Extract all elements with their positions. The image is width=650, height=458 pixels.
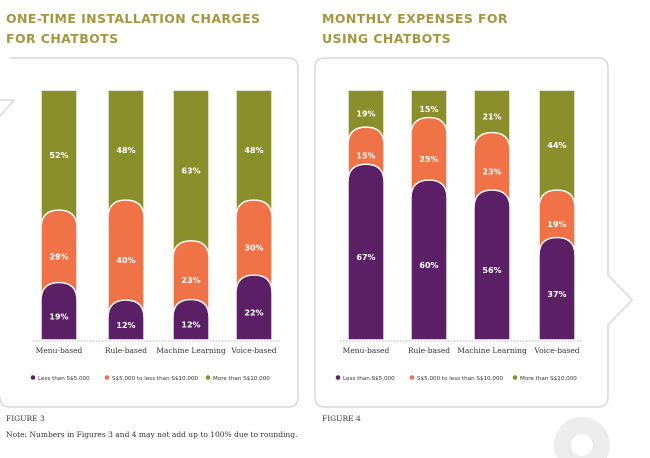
data-label: 67% (356, 253, 375, 262)
bar-segment (107, 299, 145, 341)
bar-segment (410, 179, 448, 341)
data-label: 23% (482, 167, 501, 176)
bar-segment (172, 298, 210, 341)
bar-segment (473, 131, 511, 201)
legend-label: More than S$10,000 (520, 376, 577, 382)
x-tick-label: Menu-based (36, 346, 83, 355)
data-label: 52% (49, 151, 68, 160)
legend-swatch (30, 375, 36, 380)
figure4-title: MONTHLY EXPENSES FOR USING CHATBOTS (322, 9, 508, 49)
legend-swatch (409, 375, 415, 380)
bar-segment (172, 240, 210, 311)
figure4-title-line2: USING CHATBOTS (322, 31, 452, 46)
left-edge-chevron (0, 99, 16, 117)
figure4-label: FIGURE 4 (322, 414, 361, 423)
data-label: 48% (244, 146, 263, 155)
figure4-chart: 19% 15% 67% Menu-based 15% 25% 60% Rule-based 21… (335, 89, 583, 382)
data-label: 44% (547, 141, 566, 150)
bar-segment (538, 236, 576, 341)
x-tick-label: Machine Learning (156, 346, 226, 355)
data-label: 60% (419, 261, 438, 270)
figure3-chart: 52% 29% 19% Menu-based 48% 40% 12% Rule-based 63… (30, 89, 280, 382)
figure3-label: FIGURE 3 (6, 414, 45, 423)
data-label: 23% (181, 276, 200, 285)
bar-segment (538, 189, 576, 249)
x-tick-label: Menu-based (343, 346, 390, 355)
data-label: 21% (482, 112, 501, 121)
legend-swatch (512, 375, 518, 380)
gear-icon (554, 417, 610, 458)
bar-segment (40, 209, 78, 294)
data-label: 12% (181, 321, 200, 330)
bar-segment (235, 199, 273, 286)
x-tick-label: Voice-based (230, 346, 276, 355)
figure3-title-line1: ONE-TIME INSTALLATION CHARGES (6, 11, 261, 26)
data-label: 12% (116, 321, 135, 330)
bar-segment (107, 199, 145, 311)
x-tick-label: Rule-based (105, 346, 147, 355)
data-label: 56% (482, 266, 501, 275)
data-label: 37% (547, 290, 566, 299)
x-tick-label: Rule-based (408, 346, 450, 355)
legend-label: S$5,000 to less than S$10,000 (112, 376, 199, 382)
bar-segment (40, 281, 78, 341)
figure4-frame (314, 57, 634, 408)
legend-label: Less than S$5,000 (38, 376, 90, 382)
data-label: 22% (244, 309, 263, 318)
data-label: 25% (419, 155, 438, 164)
bar-segment (347, 126, 385, 175)
data-label: 19% (547, 220, 566, 229)
bar-segment (410, 116, 448, 191)
data-label: 30% (244, 244, 263, 253)
legend-swatch (104, 375, 110, 380)
data-label: 19% (49, 312, 68, 321)
figure3-frame (0, 57, 299, 408)
bar-segment (473, 189, 511, 341)
x-tick-label: Voice-based (533, 346, 579, 355)
data-label: 15% (356, 152, 375, 161)
data-label: 48% (116, 146, 135, 155)
legend-swatch (205, 375, 211, 380)
legend-label: More than S$10,000 (213, 376, 270, 382)
data-label: 29% (49, 252, 68, 261)
data-label: 63% (181, 166, 200, 175)
figure3-title: ONE-TIME INSTALLATION CHARGES FOR CHATBO… (6, 9, 260, 49)
legend-swatch (335, 375, 341, 380)
legend-label: Less than S$5,000 (343, 376, 395, 382)
figure4-title-line1: MONTHLY EXPENSES FOR (322, 11, 508, 26)
x-tick-label: Machine Learning (457, 346, 527, 355)
data-label: 40% (116, 256, 135, 265)
bar-segment (235, 274, 273, 341)
rounding-note: Note: Numbers in Figures 3 and 4 may not… (6, 430, 298, 439)
bar-segment (347, 163, 385, 341)
data-label: 19% (356, 110, 375, 119)
data-label: 15% (419, 105, 438, 114)
legend-label: S$5,000 to less than S$10,000 (417, 376, 504, 382)
figure3-title-line2: FOR CHATBOTS (6, 31, 119, 46)
